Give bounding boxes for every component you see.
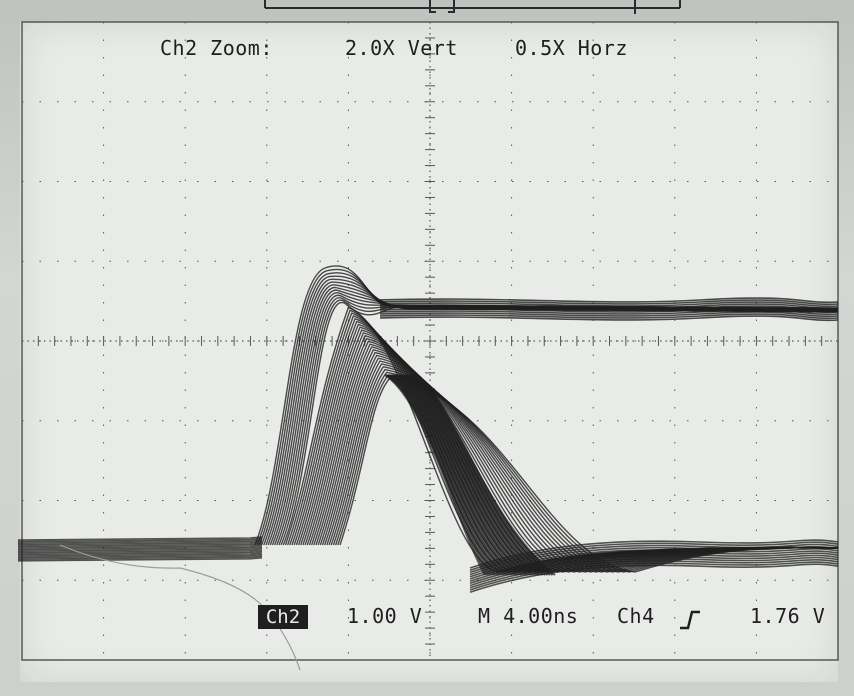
waveform-trace — [269, 287, 839, 546]
waveform-trace — [267, 284, 839, 546]
waveform-trace — [17, 552, 263, 557]
waveform-trace — [469, 561, 839, 591]
top-marker — [264, 0, 681, 14]
trigger-source: Ch4 — [617, 604, 655, 628]
waveform-trace — [379, 305, 839, 312]
graticule-grid — [21, 21, 839, 661]
waveform-trace — [379, 315, 839, 322]
rising-edge-icon — [680, 610, 700, 630]
timebase: M 4.00ns — [478, 604, 579, 628]
waveform-trace — [17, 545, 263, 551]
waveform-traces — [17, 265, 839, 593]
waveform-trace — [469, 563, 839, 593]
waveform-trace — [334, 371, 839, 573]
waveform-trace — [17, 544, 263, 549]
waveform-trace — [379, 299, 839, 306]
channel-badge: Ch2 — [258, 605, 308, 629]
waveform-trace — [17, 549, 263, 554]
waveform-trace — [332, 368, 839, 573]
waveform-trace — [17, 555, 263, 560]
waveform-trace — [308, 337, 839, 573]
waveform-trace — [265, 281, 839, 546]
waveform-trace — [271, 289, 839, 546]
screen-crack — [59, 544, 301, 671]
waveform-trace — [379, 309, 839, 316]
waveform-trace — [379, 313, 839, 320]
waveform-trace — [17, 539, 263, 544]
waveform-trace — [17, 557, 263, 562]
waveform-trace — [379, 297, 839, 304]
waveform-trace — [17, 547, 263, 552]
waveform-trace — [379, 301, 839, 308]
waveform-trace — [414, 374, 556, 576]
scope-screen — [20, 22, 838, 682]
waveform-trace — [379, 303, 839, 310]
horizontal-zoom: 0.5X Horz — [515, 36, 628, 60]
waveform-trace — [278, 297, 839, 546]
waveform-trace — [379, 307, 839, 314]
waveform-trace — [324, 357, 839, 573]
volts-per-div: 1.00 V — [347, 604, 423, 628]
waveform-trace — [276, 294, 839, 546]
trigger-level: 1.76 V — [750, 604, 826, 628]
zoom-label: Ch2 Zoom: — [160, 36, 273, 60]
vertical-zoom: 2.0X Vert — [345, 36, 458, 60]
waveform-trace — [17, 550, 263, 556]
waveform-trace — [379, 311, 839, 318]
